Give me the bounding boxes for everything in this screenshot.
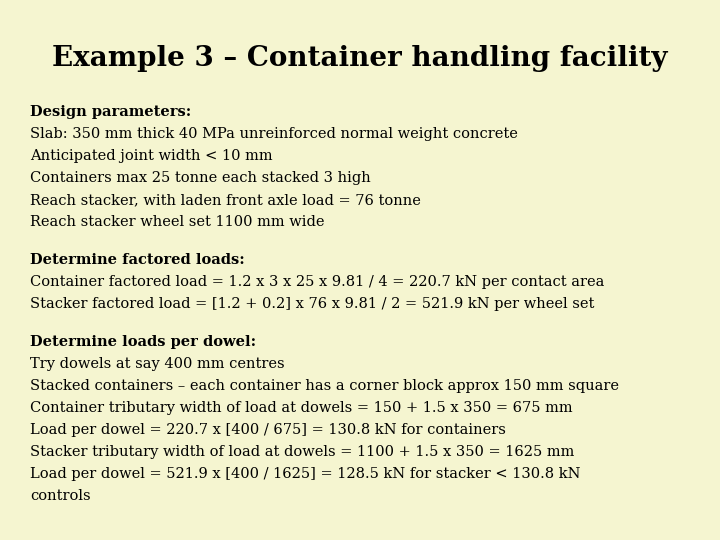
Text: Stacker tributary width of load at dowels = 1100 + 1.5 x 350 = 1625 mm: Stacker tributary width of load at dowel… [30, 445, 575, 459]
Text: Load per dowel = 521.9 x [400 / 1625] = 128.5 kN for stacker < 130.8 kN: Load per dowel = 521.9 x [400 / 1625] = … [30, 467, 580, 481]
Text: Determine factored loads:: Determine factored loads: [30, 253, 245, 267]
Text: Example 3 – Container handling facility: Example 3 – Container handling facility [53, 45, 667, 72]
Text: Anticipated joint width < 10 mm: Anticipated joint width < 10 mm [30, 149, 273, 163]
Text: Stacker factored load = [1.2 + 0.2] x 76 x 9.81 / 2 = 521.9 kN per wheel set: Stacker factored load = [1.2 + 0.2] x 76… [30, 297, 595, 311]
Text: Container factored load = 1.2 x 3 x 25 x 9.81 / 4 = 220.7 kN per contact area: Container factored load = 1.2 x 3 x 25 x… [30, 275, 604, 289]
Text: controls: controls [30, 489, 91, 503]
Text: Reach stacker, with laden front axle load = 76 tonne: Reach stacker, with laden front axle loa… [30, 193, 421, 207]
Text: Containers max 25 tonne each stacked 3 high: Containers max 25 tonne each stacked 3 h… [30, 171, 371, 185]
Text: Load per dowel = 220.7 x [400 / 675] = 130.8 kN for containers: Load per dowel = 220.7 x [400 / 675] = 1… [30, 423, 506, 437]
Text: Try dowels at say 400 mm centres: Try dowels at say 400 mm centres [30, 357, 284, 371]
Text: Design parameters:: Design parameters: [30, 105, 192, 119]
Text: Container tributary width of load at dowels = 150 + 1.5 x 350 = 675 mm: Container tributary width of load at dow… [30, 401, 572, 415]
Text: Stacked containers – each container has a corner block approx 150 mm square: Stacked containers – each container has … [30, 379, 619, 393]
Text: Determine loads per dowel:: Determine loads per dowel: [30, 335, 256, 349]
Text: Slab: 350 mm thick 40 MPa unreinforced normal weight concrete: Slab: 350 mm thick 40 MPa unreinforced n… [30, 127, 518, 141]
Text: Reach stacker wheel set 1100 mm wide: Reach stacker wheel set 1100 mm wide [30, 215, 325, 229]
